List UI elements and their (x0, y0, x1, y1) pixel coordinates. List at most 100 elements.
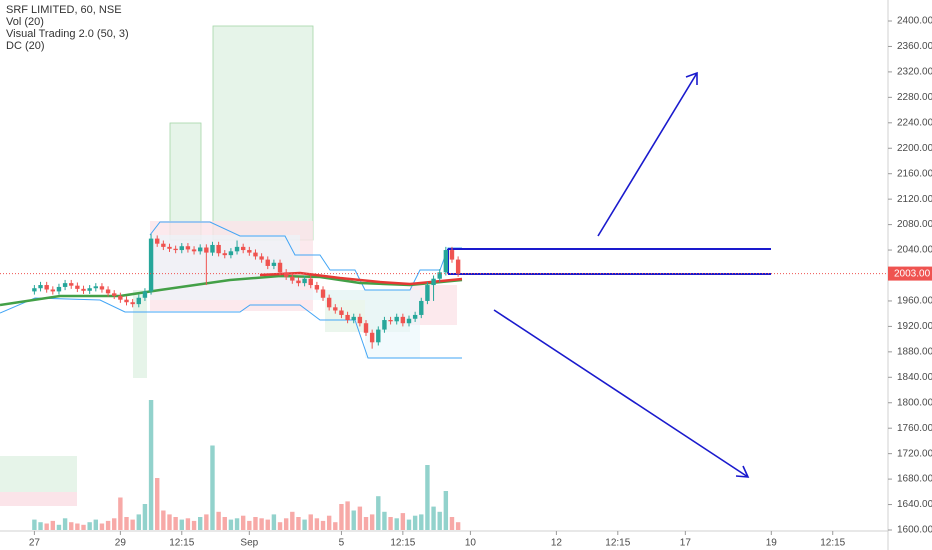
y-tick-label: 2360.00 (897, 41, 932, 52)
volume-bar (173, 517, 178, 530)
y-tick-label: 1960.00 (897, 296, 932, 307)
volume-bar (148, 400, 154, 530)
candle-body (173, 248, 178, 251)
x-tick-label: 12:15 (820, 538, 845, 549)
candle-body (277, 262, 283, 273)
volume-bar (93, 519, 99, 530)
volume-bar (118, 497, 123, 530)
volume-bar (204, 514, 209, 530)
x-tick-label: 17 (680, 538, 692, 549)
candle-body (234, 246, 240, 252)
candle-body (50, 289, 56, 292)
candle-body (345, 314, 350, 321)
volume-bar (167, 514, 172, 530)
x-tick-label: 12 (551, 538, 563, 549)
y-tick-label: 2320.00 (897, 67, 932, 78)
y-tick-label: 1640.00 (897, 499, 932, 510)
volume-bar (437, 511, 442, 530)
candle-body (351, 316, 356, 321)
candle-body (412, 314, 418, 319)
volume-bar (412, 515, 418, 530)
candle-body (283, 272, 289, 277)
candle-body (56, 286, 62, 292)
volume-bar (191, 520, 197, 530)
volume-bar (112, 518, 117, 530)
volume-bar (345, 501, 350, 530)
candle-body (265, 259, 270, 266)
volume-bar (265, 519, 270, 530)
candle-body (136, 297, 141, 305)
volume-bar (449, 517, 455, 530)
arrow-up (597, 72, 698, 237)
volume-bar (333, 522, 338, 530)
candle-body (185, 246, 191, 250)
volume-bar (339, 504, 344, 530)
y-tick-label: 2240.00 (897, 117, 932, 128)
volume-bar (431, 506, 436, 530)
candle-body (99, 286, 105, 290)
volume-bar (69, 522, 74, 530)
x-tick-label: 12:15 (390, 538, 415, 549)
candle-body (419, 300, 424, 315)
volume-bar (222, 517, 227, 530)
candle-body (443, 250, 449, 273)
last-price-label: 2003.00 (894, 269, 931, 280)
volume-bar (38, 522, 43, 530)
x-tick-label: 12:15 (169, 538, 194, 549)
target-zone (169, 122, 202, 241)
candle-body (357, 316, 363, 324)
volume-bar (185, 518, 191, 530)
candle-body (179, 246, 184, 251)
arrow-head (735, 465, 750, 478)
candle-body (455, 259, 461, 274)
volume-bar (363, 517, 369, 530)
volume-bar (216, 511, 221, 530)
volume-bar (271, 514, 277, 530)
candle-body (124, 299, 129, 303)
y-tick-label: 1800.00 (897, 397, 932, 408)
candle-body (247, 250, 252, 253)
volume-bar (99, 523, 105, 530)
volume-bar (197, 517, 203, 530)
y-tick-label: 1840.00 (897, 372, 932, 383)
candle-body (167, 246, 172, 249)
x-tick-label: 29 (115, 538, 127, 549)
candle-body (228, 251, 234, 256)
candle-body (161, 243, 166, 247)
candle-body (191, 249, 197, 252)
candle-body (271, 262, 277, 266)
moving-average (259, 271, 463, 286)
candle-body (394, 316, 399, 322)
candle-body (87, 288, 92, 291)
volume-bar (136, 514, 141, 530)
y-tick-label: 1720.00 (897, 448, 932, 459)
zone (0, 492, 77, 506)
volume-bar (320, 520, 326, 530)
candle-body (296, 280, 301, 284)
candle-body (339, 310, 344, 315)
volume-bar (105, 520, 111, 530)
volume-bar (56, 524, 62, 530)
candle-body (400, 316, 406, 324)
candle-body (112, 293, 117, 296)
candle-body (425, 285, 430, 301)
candle-body (253, 252, 258, 257)
y-tick-label: 1920.00 (897, 321, 932, 332)
volume-bar (419, 514, 424, 530)
volume-bar (326, 515, 332, 530)
arrow-down (493, 309, 749, 478)
volume-bar (314, 518, 320, 530)
volume-bar (210, 445, 215, 530)
volume-bar (388, 517, 393, 530)
volume-bar (124, 517, 129, 530)
candle-body (105, 289, 111, 294)
y-tick-label: 2160.00 (897, 168, 932, 179)
y-tick-label: 1680.00 (897, 474, 932, 485)
candle-body (93, 286, 99, 289)
moving-average (0, 274, 463, 307)
x-tick-label: 5 (339, 538, 345, 549)
candle-body (320, 289, 326, 298)
volume-bar (247, 520, 252, 530)
last-price-tag (888, 266, 932, 281)
volume-bar (179, 519, 184, 530)
